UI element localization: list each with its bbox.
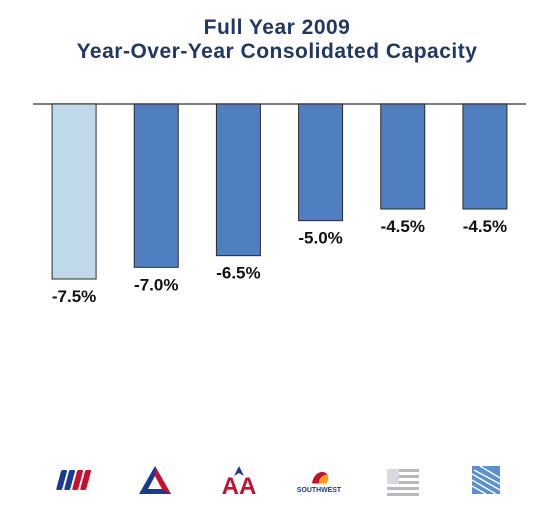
bar-6 [462, 103, 508, 210]
data-label-4: -5.0% [298, 229, 342, 248]
bar-1 [51, 103, 97, 280]
chart-title: Full Year 2009 Year-Over-Year Consolidat… [0, 16, 554, 64]
southwest-logo-icon: SOUTHWEST [297, 472, 342, 494]
bar-5 [380, 103, 426, 210]
chart-title-line-1: Full Year 2009 [203, 16, 351, 39]
united-tulip-logo-icon [56, 470, 91, 490]
data-label-5: -4.5% [381, 217, 425, 236]
delta-widget-logo-icon [139, 466, 171, 494]
us-airways-logo-icon [387, 469, 419, 496]
data-label-1: -7.5% [52, 287, 96, 306]
american-airlines-logo-icon: AA [222, 466, 257, 500]
bar-3 [215, 103, 261, 257]
chart-title-line-2: Year-Over-Year Consolidated Capacity [76, 40, 478, 63]
data-label-3: -6.5% [216, 264, 260, 283]
bar-2 [133, 103, 179, 268]
southwest-logo-text: SOUTHWEST [297, 487, 342, 494]
aa-logo-text: AA [222, 473, 257, 500]
data-label-6: -4.5% [463, 217, 507, 236]
continental-globe-logo-icon [471, 465, 501, 495]
bar-4 [298, 103, 344, 222]
data-label-2: -7.0% [134, 275, 178, 294]
